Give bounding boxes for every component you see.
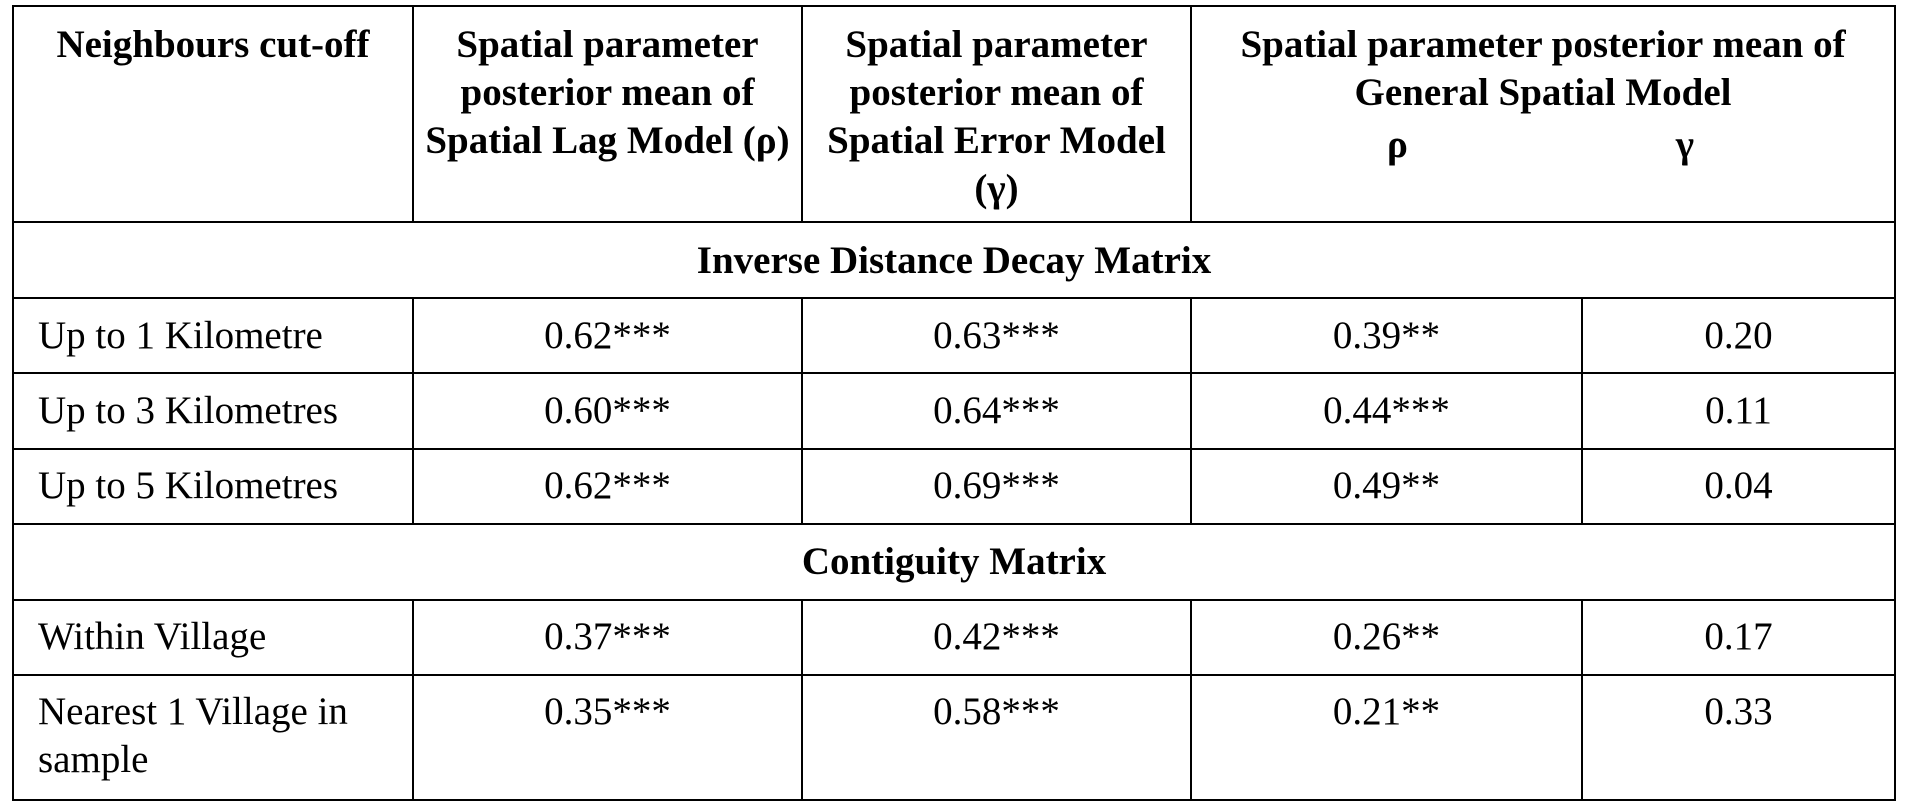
slm-value: 0.60*** (412, 372, 803, 450)
table-row: Up to 1 Kilometre 0.62*** 0.63*** 0.39**… (12, 297, 1897, 375)
row-label: Within Village (12, 598, 414, 676)
header-gsm-symbols: ρ γ (1192, 121, 1894, 169)
header-sem: Spatial parameter posterior mean of Spat… (801, 4, 1192, 224)
sem-value: 0.64*** (801, 372, 1192, 450)
header-neighbours-cutoff: Neighbours cut-off (12, 4, 414, 224)
gsm-rho-value: 0.44*** (1190, 372, 1583, 450)
header-gsm-rho: ρ (1387, 123, 1408, 166)
slm-value: 0.35*** (412, 673, 803, 802)
gsm-rho-value: 0.21** (1190, 673, 1583, 802)
header-row: Neighbours cut-off Spatial parameter pos… (12, 4, 1897, 224)
row-label: Up to 3 Kilometres (12, 372, 414, 450)
section-row: Inverse Distance Decay Matrix (11, 221, 1897, 300)
header-gsm-gamma: γ (1675, 123, 1695, 166)
gsm-gamma-value: 0.17 (1580, 598, 1897, 676)
header-slm: Spatial parameter posterior mean of Spat… (412, 4, 803, 224)
gsm-gamma-value: 0.33 (1580, 673, 1897, 802)
gsm-rho-value: 0.39** (1190, 297, 1583, 375)
slm-value: 0.37*** (412, 598, 803, 676)
gsm-gamma-value: 0.04 (1580, 447, 1897, 525)
slm-value: 0.62*** (412, 297, 803, 375)
table-row: Up to 3 Kilometres 0.60*** 0.64*** 0.44*… (12, 372, 1897, 450)
results-table: Neighbours cut-off Spatial parameter pos… (11, 4, 1897, 802)
section-row: Contiguity Matrix (11, 522, 1897, 601)
table-row: Nearest 1 Village in sample 0.35*** 0.58… (12, 673, 1897, 802)
gsm-gamma-value: 0.11 (1580, 372, 1897, 450)
header-gsm-title: Spatial parameter posterior mean of Gene… (1240, 23, 1846, 114)
section-title: Contiguity Matrix (11, 522, 1897, 601)
header-gsm: Spatial parameter posterior mean of Gene… (1189, 4, 1897, 224)
slm-value: 0.62*** (412, 447, 803, 525)
row-label: Up to 1 Kilometre (12, 297, 414, 375)
row-label: Up to 5 Kilometres (12, 447, 414, 525)
table-row: Within Village 0.37*** 0.42*** 0.26** 0.… (12, 598, 1897, 676)
section-title: Inverse Distance Decay Matrix (11, 221, 1897, 300)
table-row: Up to 5 Kilometres 0.62*** 0.69*** 0.49*… (12, 447, 1897, 525)
row-label: Nearest 1 Village in sample (12, 673, 414, 802)
sem-value: 0.58*** (801, 673, 1192, 802)
gsm-gamma-value: 0.20 (1580, 297, 1897, 375)
gsm-rho-value: 0.26** (1190, 598, 1583, 676)
sem-value: 0.69*** (801, 447, 1192, 525)
sem-value: 0.42*** (801, 598, 1192, 676)
gsm-rho-value: 0.49** (1190, 447, 1583, 525)
sem-value: 0.63*** (801, 297, 1192, 375)
